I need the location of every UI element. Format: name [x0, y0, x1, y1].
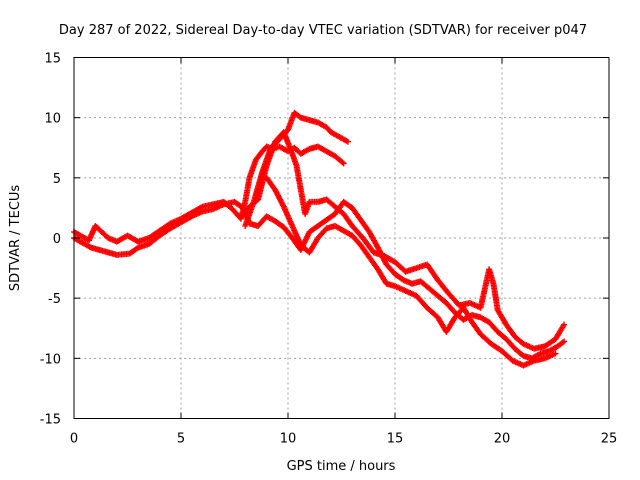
x-tick-label: 25	[601, 432, 618, 447]
y-tick-label: -10	[40, 352, 61, 367]
chart-title: Day 287 of 2022, Sidereal Day-to-day VTE…	[59, 23, 587, 38]
x-tick-label: 0	[70, 432, 78, 447]
series-track-b	[71, 143, 347, 245]
data-point	[339, 159, 346, 166]
axis-ticks: 0 5 10 15 20 25 -15 -10 -5 0 5 10 15	[40, 52, 618, 447]
x-axis-label: GPS time / hours	[287, 459, 396, 474]
y-tick-label: -15	[40, 413, 61, 428]
y-axis-label: SDTVAR / TECUs	[8, 185, 23, 292]
y-tick-label: 10	[44, 112, 61, 127]
data-points	[71, 109, 568, 369]
data-point	[344, 138, 351, 145]
grid-lines	[74, 57, 609, 419]
x-tick-label: 15	[387, 432, 404, 447]
x-tick-label: 20	[494, 432, 511, 447]
data-point	[561, 321, 568, 328]
y-tick-label: -5	[48, 292, 61, 307]
series-track-d	[237, 129, 568, 352]
x-tick-label: 10	[280, 432, 297, 447]
data-point	[561, 338, 568, 345]
y-tick-label: 5	[53, 172, 61, 187]
data-point	[559, 339, 566, 346]
series-track-e	[263, 174, 559, 369]
x-tick-label: 5	[177, 432, 185, 447]
y-tick-label: 15	[44, 52, 61, 67]
y-tick-label: 0	[53, 232, 61, 247]
data-point	[340, 160, 347, 167]
data-point	[552, 350, 559, 357]
